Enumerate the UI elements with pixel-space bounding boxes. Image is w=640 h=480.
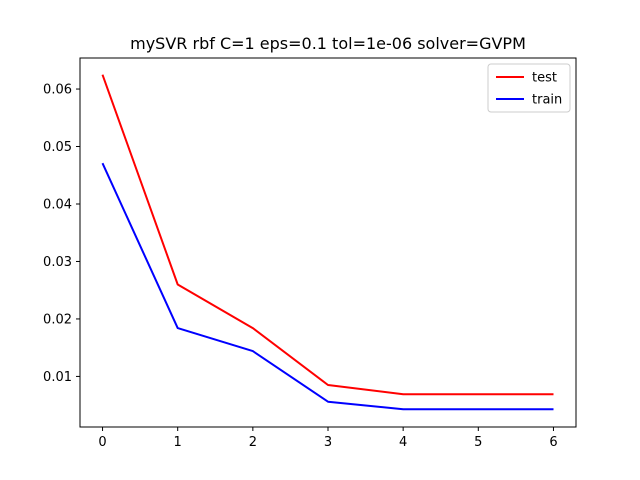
x-tick-label: 6 [549, 435, 557, 450]
series-line-test [101, 74, 554, 396]
x-tick-label: 2 [249, 435, 257, 450]
x-tick-label: 4 [399, 435, 407, 450]
x-tick-label: 0 [98, 435, 106, 450]
series-layer [101, 74, 554, 411]
x-tick-label: 3 [324, 435, 332, 450]
legend: test train [487, 63, 571, 113]
x-tick-label: 1 [174, 435, 182, 450]
plot-frame [79, 57, 577, 428]
series-line-train [101, 162, 554, 411]
y-axis: 0.01 0.02 0.03 0.04 0.05 0.06 [43, 83, 80, 385]
y-tick-label: 0.04 [43, 197, 72, 212]
y-tick-label: 0.05 [43, 140, 72, 155]
plot-area [79, 57, 577, 428]
y-tick-label: 0.02 [43, 312, 72, 327]
y-tick-label: 0.01 [43, 370, 72, 385]
y-tick-label: 0.06 [43, 83, 72, 98]
x-axis: 0 1 2 3 4 5 6 [98, 427, 558, 450]
legend-label-test: test [532, 71, 557, 86]
y-tick-label: 0.03 [43, 255, 72, 270]
chart-title: mySVR rbf C=1 eps=0.1 tol=1e-06 solver=G… [130, 34, 526, 53]
legend-label-train: train [532, 93, 562, 108]
x-tick-label: 5 [474, 435, 482, 450]
